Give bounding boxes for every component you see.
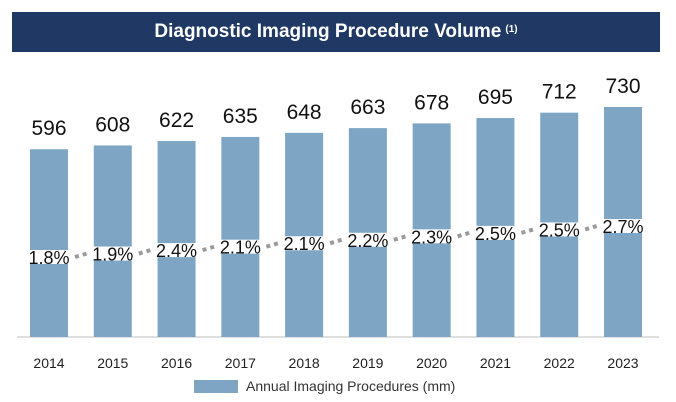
bar-2023-lower bbox=[604, 233, 642, 337]
category-label: 2015 bbox=[97, 355, 128, 371]
growth-connector bbox=[265, 241, 279, 249]
bar-2015-lower bbox=[93, 260, 132, 337]
growth-label: 2.1% bbox=[284, 234, 325, 254]
growth-label: 2.1% bbox=[220, 238, 261, 258]
bar-2014-lower bbox=[30, 264, 68, 337]
growth-connector bbox=[74, 251, 88, 259]
growth-connector bbox=[138, 248, 152, 256]
growth-label: 2.7% bbox=[602, 217, 643, 237]
value-label: 596 bbox=[31, 117, 66, 140]
growth-label: 2.4% bbox=[156, 241, 197, 261]
category-label: 2020 bbox=[416, 355, 447, 371]
growth-label: 2.5% bbox=[539, 220, 580, 240]
bar-2018-lower bbox=[285, 250, 324, 337]
bar-2019-upper bbox=[348, 128, 387, 233]
category-label: 2021 bbox=[480, 355, 511, 371]
growth-label: 2.5% bbox=[475, 224, 516, 244]
value-label: 622 bbox=[159, 109, 194, 132]
value-label: 608 bbox=[95, 113, 130, 136]
bar-2017-lower bbox=[221, 253, 260, 337]
value-label: 712 bbox=[542, 81, 577, 104]
value-label: 663 bbox=[350, 96, 385, 119]
category-label: 2016 bbox=[161, 355, 192, 371]
bar-2019-lower bbox=[348, 246, 387, 337]
category-label: 2023 bbox=[607, 355, 638, 371]
bar-2017-upper bbox=[221, 136, 260, 240]
growth-label: 2.3% bbox=[411, 227, 452, 247]
growth-connector bbox=[201, 244, 215, 253]
legend: Annual Imaging Procedures (mm) bbox=[194, 378, 455, 394]
category-label: 2018 bbox=[289, 355, 320, 371]
value-label: 730 bbox=[605, 75, 640, 98]
value-label: 695 bbox=[478, 86, 513, 109]
legend-label: Annual Imaging Procedures (mm) bbox=[246, 378, 456, 394]
bar-2014-upper bbox=[30, 149, 68, 250]
chart-title: Diagnostic Imaging Procedure Volume bbox=[154, 21, 502, 42]
bar-2020-lower bbox=[412, 243, 451, 337]
growth-label: 2.2% bbox=[347, 231, 388, 251]
category-label: 2014 bbox=[33, 355, 64, 371]
bar-2022-lower bbox=[540, 236, 579, 337]
category-label: 2019 bbox=[352, 355, 383, 371]
growth-connector bbox=[393, 234, 407, 242]
bar-2023-upper bbox=[604, 107, 642, 219]
bar-2021-upper bbox=[476, 118, 515, 226]
growth-connector bbox=[329, 237, 343, 246]
category-label: 2022 bbox=[544, 355, 575, 371]
bar-2018-upper bbox=[285, 132, 324, 237]
bar-2016-lower bbox=[157, 257, 196, 337]
bar-2022-upper bbox=[540, 112, 579, 223]
growth-connector bbox=[457, 230, 471, 239]
value-label: 635 bbox=[223, 105, 258, 128]
legend-swatch bbox=[194, 379, 238, 393]
category-label: 2017 bbox=[225, 355, 256, 371]
chart-title-bar: Diagnostic Imaging Procedure Volume (1) bbox=[12, 12, 660, 52]
bar-2020-upper bbox=[412, 123, 451, 230]
growth-connector bbox=[520, 227, 534, 235]
bar-2015-upper bbox=[93, 145, 132, 247]
value-label: 648 bbox=[287, 101, 322, 124]
growth-connector bbox=[584, 224, 598, 232]
bar-2021-lower bbox=[476, 239, 515, 337]
growth-label: 1.8% bbox=[28, 248, 69, 268]
bar-2016-upper bbox=[157, 141, 196, 244]
growth-label: 1.9% bbox=[92, 245, 133, 265]
value-label: 678 bbox=[414, 91, 449, 114]
chart-title-note: (1) bbox=[505, 23, 518, 35]
